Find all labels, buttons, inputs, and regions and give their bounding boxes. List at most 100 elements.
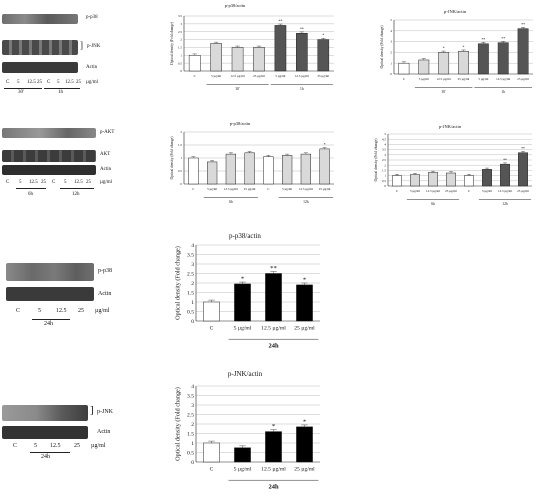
x-category-label: 5 µg/ml xyxy=(207,187,217,191)
x-category-label: 5 µg/ml xyxy=(275,74,285,78)
bar-chart-5: 0 0.5 1 1.5 2 2.5 3 3.5 4 Optical density (Fold c… xyxy=(175,243,320,350)
lane-label: C xyxy=(6,80,10,85)
chart-title: p-JNK/actin xyxy=(227,370,263,378)
y-tick-label: 1 xyxy=(180,53,182,57)
significance-mark: * xyxy=(322,34,324,38)
y-axis-label: Optical density (Fold change) xyxy=(175,246,182,320)
significance-mark: ** xyxy=(501,37,505,41)
y-tick-label: 3.5 xyxy=(382,148,386,152)
lane-label: 5 xyxy=(34,443,37,449)
bar xyxy=(464,175,474,187)
lane-label: C xyxy=(47,80,51,85)
blot-band-actin xyxy=(2,165,96,175)
bar xyxy=(392,175,402,187)
lane-label: 12.5 xyxy=(56,308,67,314)
significance-mark: ** xyxy=(481,38,485,42)
y-tick-label: 4 xyxy=(191,384,194,390)
lane-label: 25 xyxy=(74,443,80,449)
bar xyxy=(300,153,311,185)
x-category-label: C xyxy=(267,187,269,191)
y-tick-label: 0.5 xyxy=(178,169,182,173)
blot-label: p-AKT xyxy=(100,130,115,135)
group-line xyxy=(32,319,70,320)
y-tick-label: 0 xyxy=(180,182,182,186)
x-category-label: C xyxy=(468,189,470,193)
blot-band-actin xyxy=(2,426,88,439)
blot-band-p-jnk xyxy=(2,405,88,421)
significance-mark: * xyxy=(303,418,307,425)
lane-label: C xyxy=(13,443,18,449)
bar xyxy=(210,43,222,72)
y-tick-label: 0.5 xyxy=(178,61,182,65)
significance-mark: * xyxy=(241,276,245,283)
y-tick-label: 1.5 xyxy=(178,143,182,147)
group-label: 6h xyxy=(229,200,233,204)
bar xyxy=(188,55,201,72)
y-tick-label: 2.5 xyxy=(187,412,194,418)
y-tick-label: 2.5 xyxy=(187,271,194,277)
x-category-label: 12.5 µg/ml xyxy=(224,187,238,191)
y-tick-label: 0 xyxy=(191,319,194,325)
unit-label: µg/ml xyxy=(95,308,110,314)
blot-band-actin xyxy=(6,287,94,301)
group-label: 30' xyxy=(235,87,240,91)
x-category-label: 12.5 µg/ml xyxy=(261,467,286,473)
x-category-label: 5 µg/ml xyxy=(419,77,429,81)
lane-label: 25 xyxy=(78,308,84,314)
blot-label: p-JNK xyxy=(97,409,113,415)
y-tick-label: 3 xyxy=(390,40,392,44)
blot-label: Actin xyxy=(98,291,112,297)
significance-mark: * xyxy=(324,143,326,147)
x-category-label: 12.5 µg/ml xyxy=(498,189,512,193)
group-label: 6h xyxy=(431,202,435,206)
blot-label: p-JNK xyxy=(87,44,101,49)
y-tick-label: 5 xyxy=(390,18,392,22)
bar xyxy=(203,301,220,322)
blot-label: Actin xyxy=(97,429,111,435)
blot-panel-2: p-AKT AKT Actin C 5 12.5 25 C 5 12.5 25 … xyxy=(0,120,130,210)
y-tick-label: 0 xyxy=(390,72,392,76)
bar xyxy=(446,172,456,187)
group-label: 24h xyxy=(268,484,279,491)
y-tick-label: 1.5 xyxy=(187,290,194,296)
chart-title: p-JNK/actin xyxy=(439,124,461,129)
bar xyxy=(438,52,450,75)
blot-band-p-p38 xyxy=(2,14,78,24)
bar xyxy=(263,156,274,185)
significance-mark: ** xyxy=(270,265,277,272)
x-category-label: 25 µg/ml xyxy=(319,187,331,191)
y-tick-label: 1 xyxy=(180,156,182,160)
x-category-label: C xyxy=(194,74,196,78)
lane-label: 12.5 xyxy=(27,80,36,85)
group-line xyxy=(60,188,94,189)
significance-mark: ** xyxy=(279,20,283,24)
x-category-label: 12.5 µg/ml xyxy=(299,187,313,191)
bar xyxy=(188,157,199,185)
lane-label: 25 xyxy=(37,80,42,85)
y-tick-label: 2.5 xyxy=(382,158,386,162)
y-tick-label: 2 xyxy=(180,130,182,134)
x-category-label: C xyxy=(403,77,405,81)
significance-mark: * xyxy=(463,45,465,49)
blot-label: Actin xyxy=(100,167,112,172)
group-label: 30' xyxy=(18,90,24,95)
bar xyxy=(482,169,492,187)
chart-title: p-p38/actin xyxy=(224,3,246,8)
y-tick-label: 2.5 xyxy=(178,30,182,34)
y-tick-label: 2 xyxy=(191,422,194,428)
y-tick-label: 0.5 xyxy=(382,179,386,183)
y-tick-label: 1 xyxy=(191,441,194,447)
y-tick-label: 2 xyxy=(180,38,182,42)
blot-band-actin xyxy=(2,62,78,73)
bar xyxy=(207,161,218,185)
blot-panel-3: p-p38 Actin C 5 12.5 25 µg/ml 24h xyxy=(0,255,130,335)
lane-label: 12.5 xyxy=(65,80,74,85)
blot-band-p-p38 xyxy=(6,263,94,281)
y-axis-label: Optical density (Fold change) xyxy=(380,25,384,69)
x-category-label: 12.5 µg/ml xyxy=(437,77,451,81)
x-category-label: 12.5 µg/ml xyxy=(496,77,510,81)
blot-label-bracket: ] xyxy=(80,40,83,50)
y-axis-label: Optical density (Fold change) xyxy=(175,387,182,461)
x-category-label: 25 µg/ml xyxy=(244,187,256,191)
bar xyxy=(319,148,330,185)
